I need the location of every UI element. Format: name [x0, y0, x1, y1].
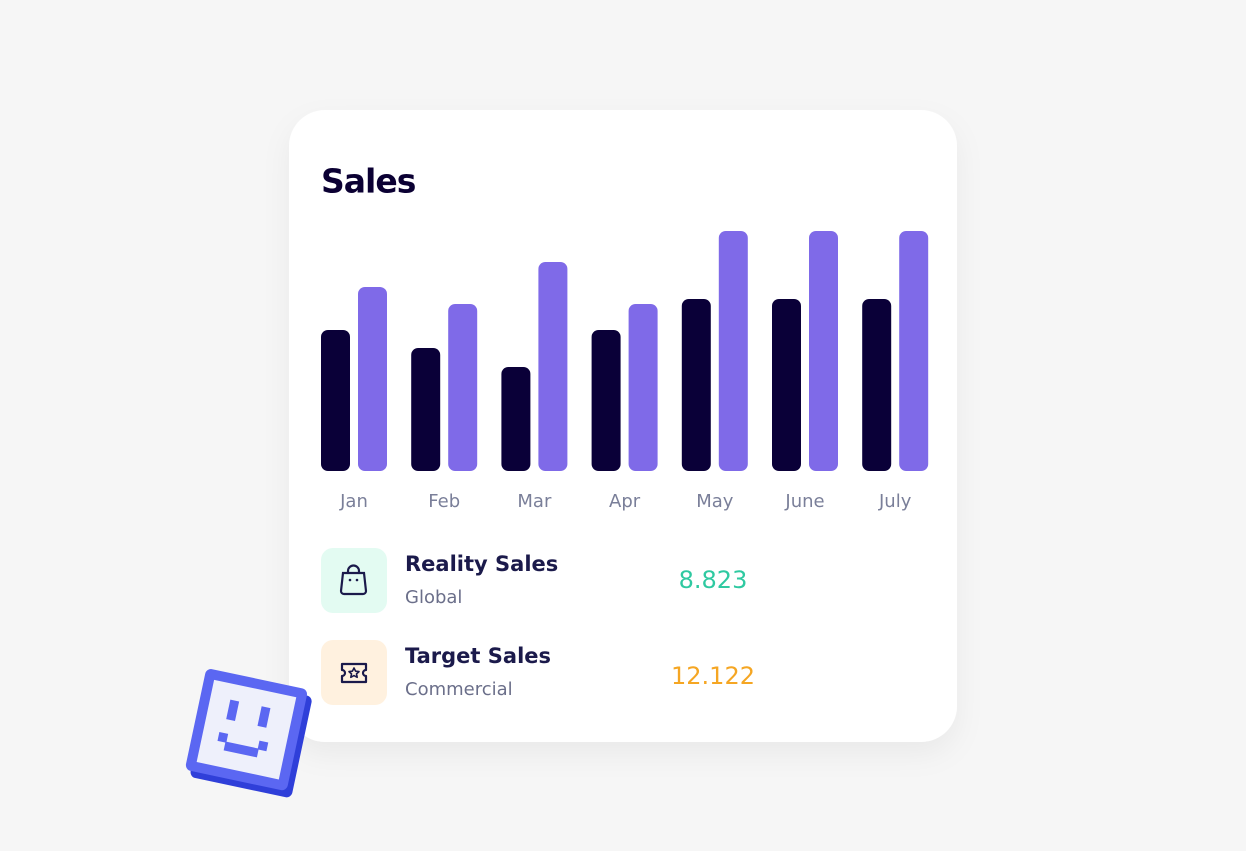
bar	[628, 304, 658, 471]
bar	[448, 304, 478, 471]
x-tick-label: May	[696, 491, 734, 512]
x-tick-label: Mar	[517, 491, 552, 512]
bar	[501, 367, 531, 471]
smiley-sticker	[185, 669, 312, 798]
row-title: Reality Sales	[405, 552, 558, 576]
bar	[591, 330, 621, 471]
x-tick-label: June	[784, 491, 824, 512]
x-tick-label: Feb	[428, 491, 460, 512]
bar	[899, 231, 929, 471]
row-title: Target Sales	[405, 644, 551, 668]
bar	[411, 348, 441, 471]
bar	[358, 287, 387, 471]
bar	[538, 262, 568, 471]
icon-box	[321, 548, 387, 613]
row-subtitle: Commercial	[405, 679, 513, 700]
card-title: Sales	[321, 162, 416, 201]
x-tick-label: July	[878, 491, 912, 512]
bar	[809, 231, 838, 471]
row-subtitle: Global	[405, 587, 462, 608]
icon-box	[321, 640, 387, 705]
row-value: 12.122	[671, 662, 755, 690]
bag-icon	[339, 564, 368, 596]
bar	[862, 299, 892, 471]
bar	[321, 330, 350, 471]
bar	[681, 299, 711, 471]
x-tick-label: Apr	[609, 491, 641, 512]
row-value: 8.823	[679, 566, 748, 594]
bar	[718, 231, 748, 471]
bar	[772, 299, 801, 471]
x-tick-label: Jan	[339, 491, 368, 512]
card	[289, 110, 957, 742]
ticket-icon	[340, 662, 368, 684]
